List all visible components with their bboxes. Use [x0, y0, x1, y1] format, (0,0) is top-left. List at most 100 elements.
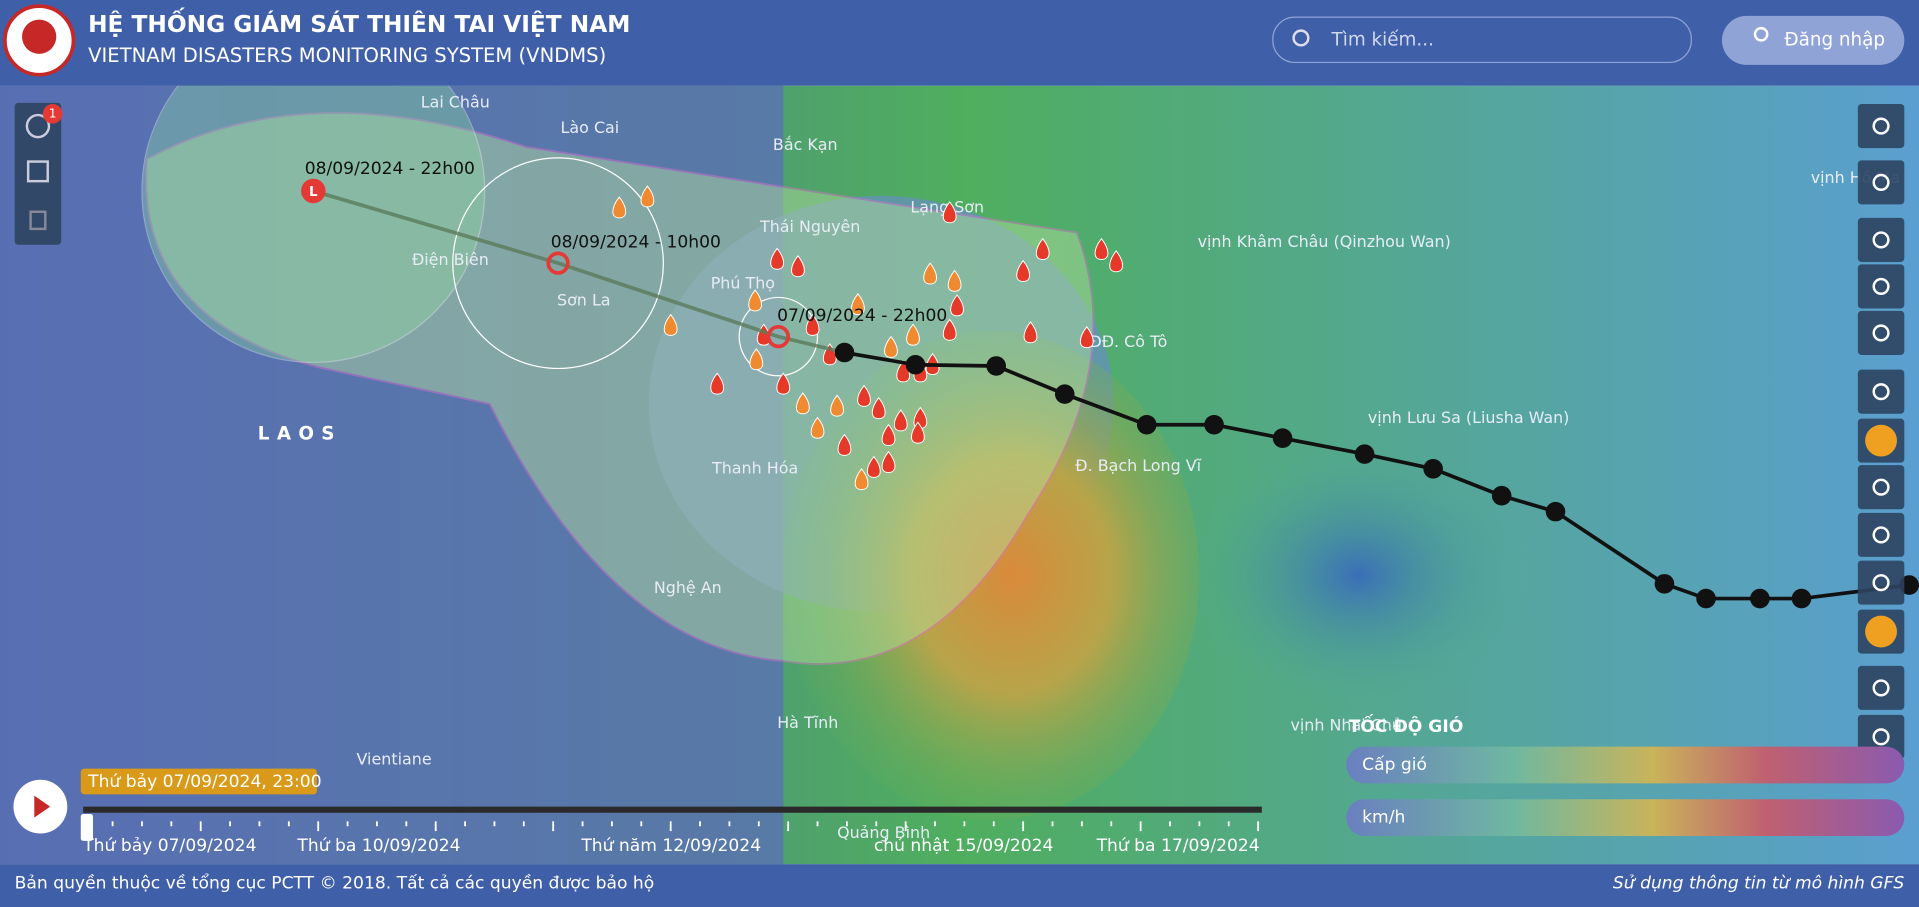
rain-marker: [871, 397, 886, 420]
rain-marker: [710, 372, 725, 395]
map-tool-button[interactable]: [1857, 310, 1905, 355]
rain-marker: [893, 409, 908, 432]
time-badge: [80, 768, 317, 795]
rain-marker: [884, 335, 898, 358]
rain-marker: [770, 247, 785, 270]
map-tool-button[interactable]: [1857, 104, 1905, 149]
typhoon-point[interactable]: [1750, 588, 1770, 609]
map-tool-button[interactable]: [1857, 160, 1905, 205]
rain-marker: [857, 384, 871, 407]
map-tool-active: [1865, 424, 1897, 457]
draw-toolbar: [14, 102, 62, 245]
forecast-time: 07/09/2024 - 22h00: [777, 306, 947, 326]
place-label: Thanh Hóa: [711, 458, 798, 477]
map-tool-button[interactable]: [1857, 217, 1905, 262]
rain-marker: [837, 433, 852, 456]
map-tool-button[interactable]: [1857, 665, 1905, 710]
place-label: Quảng Bình: [837, 823, 930, 842]
place-label: Điện Biên: [412, 250, 489, 269]
timeline-date: Thứ năm 12/09/2024: [580, 836, 761, 856]
forecast-point[interactable]: [546, 251, 570, 275]
user-icon: [1753, 26, 1769, 42]
uncertainty-circle: [452, 157, 664, 370]
place-label: Phú Thọ: [711, 273, 775, 292]
map-tool-icon: [1872, 173, 1890, 191]
rain-marker: [942, 201, 957, 224]
rain-marker: [1094, 237, 1109, 260]
badge: [42, 104, 63, 124]
map-tool-icon: [1872, 277, 1890, 295]
place-label: Lai Châu: [421, 92, 490, 111]
place-label: Đ. Bạch Long Vĩ: [1075, 456, 1201, 475]
typhoon-track: [844, 350, 1910, 601]
typhoon-point[interactable]: [1354, 444, 1375, 464]
place-label: ĐĐ. Cô Tô: [1089, 332, 1167, 351]
place-label: vịnh Nhai Chủ: [1290, 715, 1402, 734]
login-button[interactable]: [1721, 15, 1905, 65]
copyright: Bản quyền thuộc về tổng cục PCTT © 2018.…: [15, 873, 655, 894]
place-label: Bắc Kạn: [773, 135, 838, 154]
map-tool-button[interactable]: [1857, 369, 1905, 414]
forecast-point[interactable]: [766, 324, 790, 349]
search-box[interactable]: [1272, 16, 1692, 64]
rain-marker: [805, 313, 820, 336]
rain-marker: [810, 416, 825, 439]
rain-marker: [910, 421, 925, 444]
typhoon-point[interactable]: [1054, 384, 1075, 404]
data-source: Sử dụng thông tin từ mô hình GFS: [1613, 874, 1905, 894]
map-tool-icon: [1872, 117, 1890, 135]
wind-area: [1187, 440, 1530, 710]
place-label: Thái Nguyên: [759, 217, 860, 236]
logo-inner: [22, 19, 57, 54]
typhoon-point[interactable]: [1204, 414, 1224, 435]
typhoon-point[interactable]: [834, 342, 855, 363]
legend-title: TỐC ĐỘ GIÓ: [1349, 713, 1464, 737]
map-tool-button[interactable]: [1857, 264, 1905, 309]
typhoon-point[interactable]: [1136, 414, 1157, 435]
rain-marker: [1109, 250, 1124, 273]
badge-count: 1: [49, 106, 57, 120]
typhoon-point[interactable]: [986, 356, 1007, 376]
map-tool-icon: [1872, 574, 1890, 592]
rain-marker: [640, 185, 655, 208]
rain-marker: [748, 289, 763, 312]
rain-marker: [830, 394, 845, 417]
delete-button[interactable]: [29, 210, 47, 231]
forecast-marker: L: [309, 185, 318, 200]
typhoon-point[interactable]: [1696, 588, 1716, 609]
rain-marker: [881, 423, 896, 447]
typhoon-point[interactable]: [1491, 485, 1512, 506]
place-label: vịnh Khâm Châu (Qinzhou Wan): [1198, 232, 1451, 251]
uncertainty-circle: [738, 296, 819, 377]
edit-button[interactable]: [26, 160, 49, 183]
map-tool-button[interactable]: [1857, 560, 1905, 605]
typhoon-point[interactable]: [1654, 574, 1675, 594]
typhoon-point[interactable]: [1423, 459, 1443, 479]
legend-label: km/h: [1362, 808, 1405, 828]
map-tool-button[interactable]: [1857, 465, 1905, 510]
forecast-time: 08/09/2024 - 22h00: [305, 159, 475, 179]
forecast-time: 08/09/2024 - 10h00: [551, 232, 721, 252]
place-label: Vientiane: [357, 750, 432, 769]
forecast-point[interactable]: [301, 178, 326, 204]
rain-marker: [795, 392, 810, 415]
site-title: HỆ THỐNG GIÁM SÁT THIÊN TAI VIỆT NAM: [88, 7, 630, 38]
map-tool-icon: [1872, 383, 1890, 401]
typhoon-point[interactable]: [1545, 501, 1566, 522]
legend-label: Cấp gió: [1362, 754, 1427, 775]
timeline-track[interactable]: [83, 806, 1262, 813]
map-tool-icon: [1872, 728, 1890, 746]
map-tool-button[interactable]: [1857, 512, 1905, 557]
rain-marker: [612, 196, 627, 219]
typhoon-point[interactable]: [1791, 588, 1812, 609]
layer-button[interactable]: [25, 113, 51, 139]
typhoon-point[interactable]: [905, 354, 926, 375]
rain-marker: [854, 468, 869, 491]
typhoon-point[interactable]: [1272, 428, 1293, 448]
timeline-handle[interactable]: [80, 813, 94, 841]
forecast-cone: [145, 112, 1095, 665]
rain-marker: [942, 318, 957, 341]
place-label: Hà Tĩnh: [777, 713, 838, 732]
past-track: [312, 189, 845, 355]
